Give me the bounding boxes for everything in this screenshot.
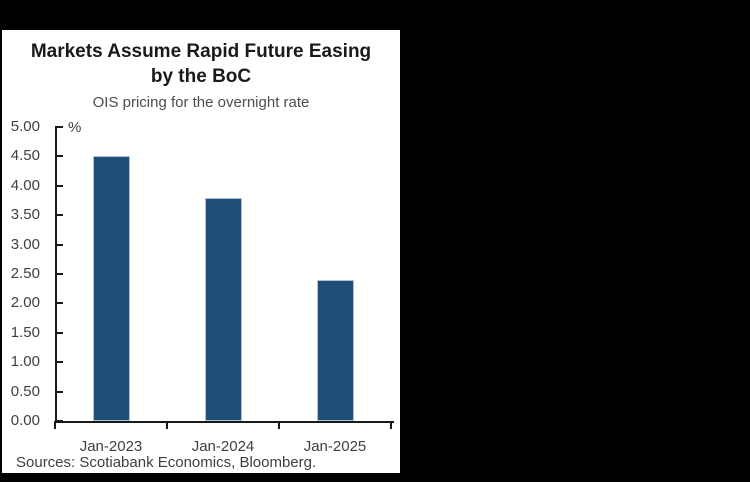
y-tick-label: 2.00 (10, 294, 40, 312)
x-tick-mark (166, 421, 168, 429)
x-axis-line (54, 421, 394, 423)
y-tick-mark (57, 184, 63, 187)
bar-jan-2024 (204, 197, 242, 421)
y-tick-mark (57, 155, 63, 158)
x-tick-mark (278, 421, 280, 429)
y-tick-mark (57, 126, 63, 128)
x-tick-mark (390, 421, 392, 429)
y-tick-mark (57, 243, 63, 246)
x-axis-label: Jan-2023 (79, 438, 143, 455)
y-tick-label: 0.50 (10, 382, 40, 400)
y-tick-label: 0.00 (10, 412, 40, 429)
chart-title-line1: Markets Assume Rapid Future Easing (30, 41, 372, 62)
y-tick-label: 5.00 (10, 118, 40, 135)
y-tick-label: 1.50 (10, 323, 40, 341)
x-axis-label: Jan-2025 (303, 438, 367, 455)
chart-panel: Markets Assume Rapid Future Easing by th… (2, 30, 400, 473)
y-tick-mark (57, 390, 63, 393)
chart-title: Markets Assume Rapid Future Easing by th… (2, 39, 400, 89)
bar-jan-2023 (92, 156, 130, 421)
y-tick-label: 2.50 (10, 265, 40, 282)
y-tick-label: 1.00 (10, 353, 40, 371)
y-tick-mark (57, 273, 63, 275)
y-tick-label: 4.50 (10, 147, 40, 165)
y-tick-label: 4.00 (10, 176, 40, 194)
bar-jan-2025 (316, 279, 354, 421)
x-axis-label: Jan-2024 (191, 438, 255, 455)
y-tick-label: 3.50 (10, 206, 40, 224)
chart-subtitle: OIS pricing for the overnight rate (92, 94, 310, 111)
y-tick-mark (57, 420, 63, 422)
y-axis-unit-label: % (68, 119, 82, 136)
y-tick-mark (57, 331, 63, 334)
y-tick-mark (57, 302, 63, 305)
y-tick-mark (57, 361, 63, 364)
source-note: Sources: Scotiabank Economics, Bloomberg… (16, 454, 317, 471)
y-axis-line (55, 126, 57, 423)
x-tick-mark (54, 421, 56, 429)
chart-title-line2: by the BoC (150, 66, 252, 87)
y-tick-label: 3.00 (10, 235, 40, 253)
y-tick-mark (57, 214, 63, 217)
